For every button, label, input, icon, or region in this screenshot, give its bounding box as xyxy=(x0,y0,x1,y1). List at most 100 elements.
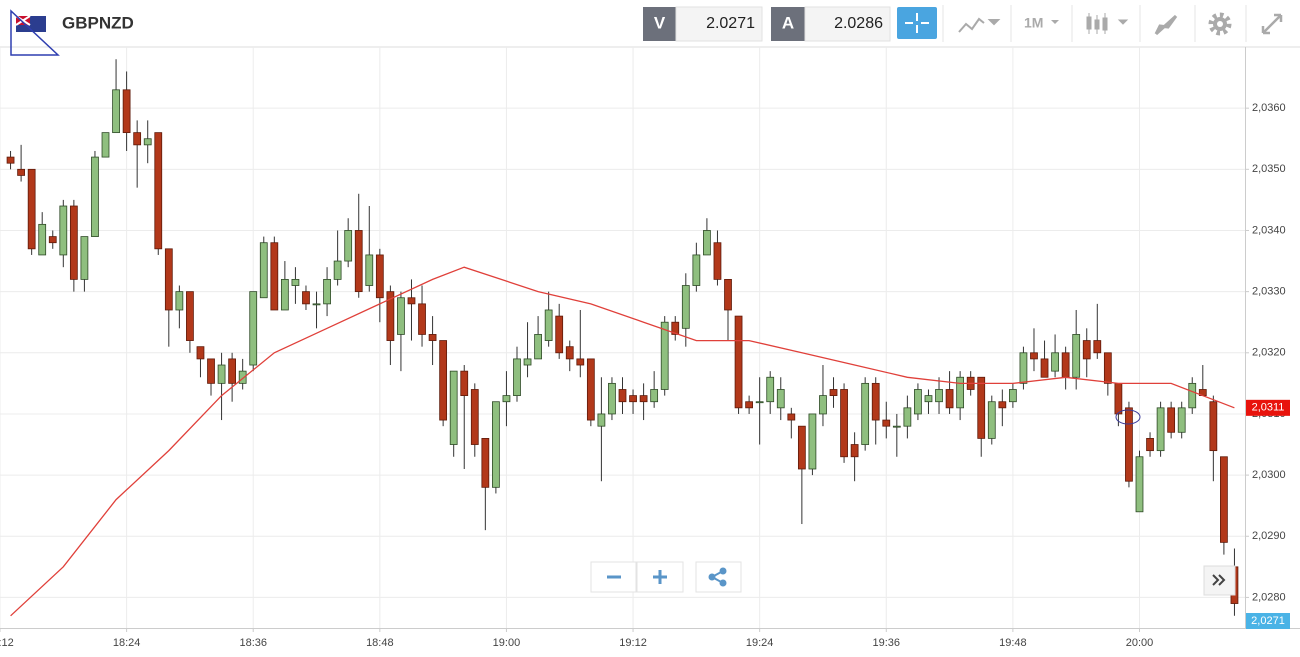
candle-body xyxy=(935,389,943,403)
candle-body xyxy=(576,358,585,366)
candle-body xyxy=(1082,340,1091,360)
candle-body xyxy=(228,358,237,384)
moving-average-line xyxy=(10,266,1235,617)
x-tick-label: 19:24 xyxy=(746,637,774,649)
candle-body xyxy=(998,401,1007,409)
ma-price-tag-box xyxy=(1246,399,1290,416)
candle-body xyxy=(1051,352,1059,372)
y-tick-label: 2,0350 xyxy=(1252,163,1286,175)
candle-body xyxy=(882,419,891,427)
y-tick-label: 2,0280 xyxy=(1252,591,1286,603)
candle-body xyxy=(914,389,922,415)
fullscreen-button[interactable] xyxy=(1261,13,1283,35)
candle-body xyxy=(270,242,279,311)
candle-body xyxy=(1040,358,1049,378)
candle-body xyxy=(1146,438,1154,452)
drawing-button[interactable] xyxy=(1154,14,1178,36)
y-tick-label: 2,0330 xyxy=(1252,286,1286,298)
candle-body xyxy=(69,205,78,280)
candle-body xyxy=(143,138,152,146)
candle-body xyxy=(629,395,637,403)
share-button[interactable] xyxy=(695,561,742,593)
timeframe[interactable]: 1M xyxy=(1024,15,1043,31)
candle-body xyxy=(354,230,363,293)
candle-body xyxy=(280,278,289,311)
candle-body xyxy=(48,236,57,244)
zoom-in-button[interactable] xyxy=(636,561,684,593)
candle-body xyxy=(27,168,36,250)
candle-body xyxy=(196,346,205,360)
candle-body xyxy=(639,395,648,403)
ask-label[interactable]: A xyxy=(782,13,794,32)
candle-body xyxy=(17,168,25,176)
bid-box xyxy=(675,6,763,42)
candle-body xyxy=(523,358,532,366)
candle-body xyxy=(428,334,437,341)
candle-body xyxy=(502,395,511,403)
candle-body xyxy=(59,205,68,256)
ask-box xyxy=(804,6,891,42)
candle-body xyxy=(1103,352,1112,384)
candle-body xyxy=(481,438,490,488)
candle-body xyxy=(302,291,310,305)
scroll-to-end-button[interactable] xyxy=(1203,565,1236,596)
last-price-tag: 2,0271 xyxy=(1251,615,1285,627)
candle-body xyxy=(1177,407,1186,433)
candle-body xyxy=(808,413,817,470)
candle-body xyxy=(470,389,479,445)
candle-body xyxy=(365,254,374,286)
ask-button[interactable] xyxy=(771,7,805,41)
x-tick-label: 19:12 xyxy=(619,637,647,649)
candle-body xyxy=(871,382,880,421)
candle-body xyxy=(164,248,173,311)
candle-body xyxy=(1125,407,1133,482)
timeframe-caret[interactable] xyxy=(1051,20,1059,24)
candle-body xyxy=(703,230,711,256)
x-tick-label: 19:00 xyxy=(493,637,521,649)
bid-button[interactable] xyxy=(643,7,676,41)
candle-body xyxy=(312,303,321,306)
candle-body xyxy=(892,425,901,428)
candle-body xyxy=(755,401,764,404)
candle-body xyxy=(1135,456,1144,513)
candle-body xyxy=(6,156,15,164)
candle-body xyxy=(1114,382,1123,415)
candle-body xyxy=(375,254,384,299)
candle-body xyxy=(734,315,743,409)
candle-body xyxy=(207,358,215,384)
candle-body xyxy=(1019,352,1028,384)
y-tick-label: 2,0290 xyxy=(1252,530,1286,542)
candle-body xyxy=(565,346,574,360)
annotation-circle xyxy=(1115,409,1141,425)
candle-body xyxy=(681,285,690,329)
chart-type-button[interactable] xyxy=(958,17,1001,33)
candle-body xyxy=(492,401,500,488)
candle-body xyxy=(154,132,163,250)
y-tick-label: 2,0340 xyxy=(1252,224,1286,236)
candle-body xyxy=(133,132,142,146)
candle-body xyxy=(713,242,722,280)
candle-body xyxy=(186,291,194,341)
candle-body xyxy=(555,315,564,354)
candle-body xyxy=(175,291,184,311)
candle-body xyxy=(91,156,99,237)
candle-body xyxy=(618,389,627,403)
candle-style-button[interactable] xyxy=(1086,13,1129,34)
ma-price-tag: 2,0311 xyxy=(1252,402,1285,414)
x-tick-label: 18:48 xyxy=(366,637,394,649)
y-tick-label: 2,0360 xyxy=(1252,102,1286,114)
candle-body xyxy=(1167,407,1176,433)
candle-body xyxy=(344,230,353,262)
candle-body xyxy=(112,89,120,134)
candle-body xyxy=(38,223,47,256)
bid-label[interactable]: V xyxy=(654,13,666,32)
candle-body xyxy=(217,364,226,384)
candle-body xyxy=(861,382,870,445)
crosshair-button[interactable] xyxy=(897,7,937,39)
settings-button[interactable] xyxy=(1208,12,1232,36)
candle-body xyxy=(80,236,89,280)
candle-body xyxy=(333,260,342,280)
zoom-out-button[interactable] xyxy=(590,561,637,593)
